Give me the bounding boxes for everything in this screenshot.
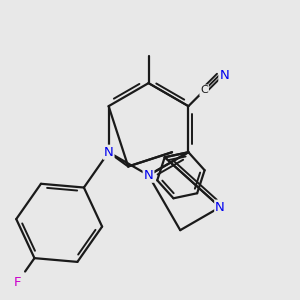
Text: N: N (104, 146, 113, 159)
Text: F: F (14, 276, 21, 289)
Text: N: N (144, 169, 153, 182)
Text: N: N (219, 69, 229, 82)
Text: C: C (200, 85, 208, 95)
Text: N: N (215, 201, 225, 214)
